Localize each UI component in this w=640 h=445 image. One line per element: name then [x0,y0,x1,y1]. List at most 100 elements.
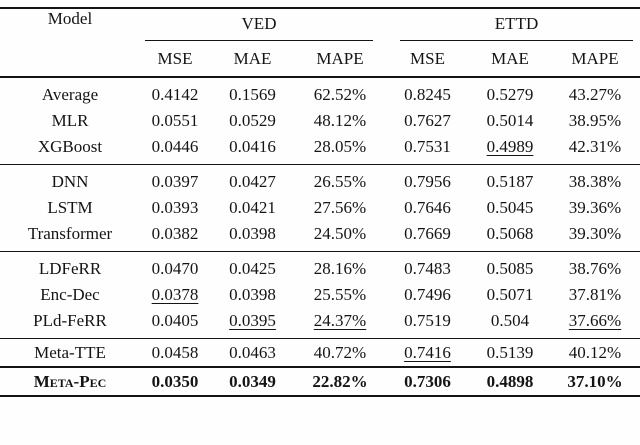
metric-value: 38.95% [550,106,640,135]
metric-value: 0.0427 [210,164,295,193]
dataset-label-ettd: ETTD [400,9,634,41]
metric-header-ettd-mape: MAPE [571,48,619,68]
model-name: MLR [51,111,89,130]
table-row: MLR 0.0551 0.0529 48.12% 0.7627 0.5014 38.95% [0,106,640,135]
metric-value-text: 28.05% [313,137,367,157]
metric-value-text: 37.81% [568,285,622,304]
metric-value: 0.8245 [385,77,470,106]
model-name: LSTM [47,198,93,217]
metric-value-text: 0.0398 [229,285,276,304]
header-row-datasets: Model VED ETTD [0,8,640,41]
metric-value-text: 0.7519 [404,311,451,331]
dataset-header-ved: VED [140,8,385,41]
metric-value-text: 0.5187 [486,171,534,191]
table-header: Model VED ETTD MSE MAE MAPE MSE MAE MAPE [0,8,640,77]
metric-value: 0.4142 [140,77,210,106]
table-body: Average 0.4142 0.1569 62.52% 0.8245 0.5279 43.… [0,77,640,396]
metric-value-text: 0.0393 [151,198,199,217]
dataset-label-ved: VED [145,9,374,41]
metric-value-text: 0.5279 [486,84,534,104]
metric-value-text: 0.0458 [151,342,199,362]
metric-value: 0.0398 [210,280,295,309]
metric-value: 0.4989 [470,135,550,164]
metric-value: 24.37% [295,309,385,338]
metric-value-text: 62.52% [313,84,367,104]
metric-value: 37.81% [550,280,640,309]
metric-value: 0.7519 [385,309,470,338]
metric-value-text: 0.0405 [151,311,199,331]
metric-value-text: 0.5139 [486,342,534,362]
metric-value-text: 38.95% [568,111,622,130]
metric-value-text: 48.12% [313,111,367,130]
metric-value: 0.4898 [470,367,550,396]
metric-value-text: 40.12% [568,342,622,362]
metric-value-text: 0.0470 [151,258,199,278]
metric-value-text: 0.5071 [486,285,534,304]
metric-value: 0.0458 [140,338,210,367]
metric-value: 27.56% [295,193,385,222]
metric-value-text: 25.55% [313,285,367,304]
metric-value: 0.0398 [210,222,295,251]
metric-value: 37.66% [550,309,640,338]
metric-value-text: 27.56% [313,198,367,217]
metric-value-text: 0.0446 [151,137,199,157]
metric-value-text: 0.4898 [486,372,534,391]
metric-value: 26.55% [295,164,385,193]
metric-value-text: 0.0398 [229,224,276,244]
model-name: Meta-Pec [33,372,107,391]
metric-value-text: 0.1569 [229,84,276,104]
model-name: Average [41,84,99,104]
metric-value: 0.0382 [140,222,210,251]
metric-value: 0.7956 [385,164,470,193]
metric-value: 0.0421 [210,193,295,222]
metric-value-text: 26.55% [313,171,367,191]
metric-value: 0.0397 [140,164,210,193]
metric-value: 0.0425 [210,251,295,280]
metric-header-ettd-mae: MAE [491,48,529,68]
metric-value-text: 0.0349 [229,372,276,391]
metric-value-text: 0.0397 [151,171,199,191]
metric-value-text: 0.0378 [151,285,199,304]
metric-value: 25.55% [295,280,385,309]
metric-value-text: 0.0551 [151,111,199,130]
metric-value: 0.5187 [470,164,550,193]
metric-value-text: 0.5085 [486,258,534,278]
metric-value-text: 37.10% [567,372,623,391]
metric-value-text: 38.38% [568,171,622,191]
metric-value-text: 38.76% [568,258,622,278]
metric-value: 0.7306 [385,367,470,396]
metric-value: 0.7416 [385,338,470,367]
table-row: DNN 0.0397 0.0427 26.55% 0.7956 0.5187 38.38% [0,164,640,193]
metric-value: 24.50% [295,222,385,251]
metric-value: 0.5071 [470,280,550,309]
metric-value: 0.0395 [210,309,295,338]
model-name: PLd-FeRR [33,311,107,331]
metric-value: 0.7627 [385,106,470,135]
metric-value: 40.72% [295,338,385,367]
metric-value-text: 0.0529 [229,111,276,130]
metric-value: 0.7531 [385,135,470,164]
metric-value-text: 0.8245 [404,84,451,104]
table-row: LDFeRR 0.0470 0.0425 28.16% 0.7483 0.5085 38.7… [0,251,640,280]
metric-header-ved-mape: MAPE [316,48,364,68]
metric-value-text: 42.31% [568,137,622,157]
metric-value: 0.0446 [140,135,210,164]
metric-value-text: 0.504 [490,311,530,331]
metric-value-text: 22.82% [312,372,368,391]
metric-value-text: 0.0421 [229,198,276,217]
metric-value-text: 24.50% [313,224,367,244]
metric-value-text: 0.7627 [404,111,451,130]
metric-value-text: 0.0350 [151,372,199,391]
metric-value-text: 37.66% [568,311,622,331]
metric-value: 0.5279 [470,77,550,106]
metric-value: 0.5085 [470,251,550,280]
table-row: Average 0.4142 0.1569 62.52% 0.8245 0.5279 43.… [0,77,640,106]
metric-value-text: 0.7483 [404,258,451,278]
metric-value: 0.0551 [140,106,210,135]
metric-value: 0.7646 [385,193,470,222]
metric-header-ved-mae: MAE [233,48,272,68]
metric-value: 38.38% [550,164,640,193]
metric-value: 0.0470 [140,251,210,280]
metric-value-text: 0.4142 [151,84,199,104]
metric-value-text: 39.36% [568,198,622,217]
